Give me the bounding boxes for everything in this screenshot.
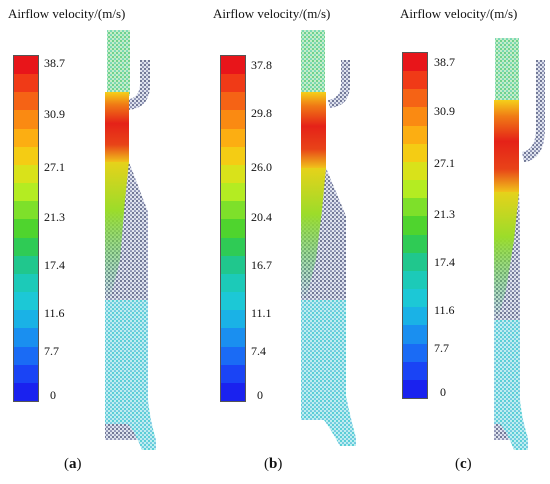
panel-c-caption: (c): [455, 456, 472, 472]
panel-b-tick: 37.8: [251, 58, 272, 72]
colorbar-segment: [221, 328, 245, 347]
panel-a-tick: 21.3: [44, 210, 65, 224]
panel-b-tick: 11.1: [251, 306, 272, 320]
colorbar-segment: [221, 346, 245, 365]
panel-c-tick: 21.3: [434, 207, 455, 221]
colorbar-segment: [403, 53, 427, 72]
colorbar-segment: [403, 270, 427, 290]
colorbar-segment: [221, 273, 245, 293]
colorbar-segment: [221, 110, 245, 129]
colorbar-segment: [403, 161, 427, 181]
colorbar-segment: [403, 234, 427, 253]
panel-b-caption: (b): [264, 456, 283, 472]
colorbar-segment: [221, 183, 245, 202]
colorbar-segment: [221, 219, 245, 238]
colorbar-segment: [403, 252, 427, 271]
colorbar-segment: [14, 146, 38, 165]
panel-a-colorbar: [13, 55, 39, 402]
colorbar-segment: [14, 382, 38, 401]
colorbar-segment: [221, 364, 245, 383]
panel-b-colorbar: [220, 55, 246, 402]
colorbar-segment: [14, 310, 38, 329]
panel-a-tick: 38.7: [44, 56, 65, 70]
panel-c-title: Airflow velocity/(m/s): [400, 6, 518, 21]
panel-a-tick: 17.4: [44, 258, 65, 272]
panel-c-tick: 11.6: [434, 303, 455, 317]
colorbar-segment: [403, 343, 427, 362]
colorbar-segment: [221, 237, 245, 256]
colorbar-segment: [221, 128, 245, 147]
panel-a-tick: 0: [50, 388, 56, 402]
panel-b-tick: 7.4: [251, 344, 266, 358]
colorbar-segment: [221, 92, 245, 111]
panel-b-flow: [301, 30, 356, 446]
panel-c-tick: 17.4: [434, 255, 455, 269]
panel-c-tick: 38.7: [434, 55, 455, 69]
panel-c-flow: [494, 38, 545, 450]
panel-c-colorbar: [402, 52, 428, 399]
colorbar-segment: [403, 125, 427, 144]
colorbar-segment: [403, 325, 427, 344]
colorbar-segment: [403, 107, 427, 126]
colorbar-segment: [14, 255, 38, 274]
panel-a: Airflow velocity/(m/s) 38.7 30.9 27.1 21…: [0, 0, 183, 484]
colorbar-segment: [14, 346, 38, 365]
colorbar-segment: [14, 128, 38, 147]
panel-b-tick: 0: [257, 388, 263, 402]
colorbar-segment: [403, 89, 427, 108]
colorbar-segment: [14, 74, 38, 93]
colorbar-segment: [403, 361, 427, 380]
colorbar-segment: [403, 143, 427, 162]
colorbar-segment: [221, 164, 245, 184]
colorbar-segment: [403, 180, 427, 199]
colorbar-segment: [403, 307, 427, 326]
colorbar-segment: [403, 71, 427, 90]
panel-a-title: Airflow velocity/(m/s): [8, 6, 126, 21]
colorbar-segment: [221, 146, 245, 165]
colorbar-segment: [14, 110, 38, 129]
panel-a-tick: 7.7: [44, 344, 59, 358]
panel-a-tick: 11.6: [44, 306, 65, 320]
colorbar-segment: [14, 364, 38, 383]
colorbar-segment: [14, 164, 38, 184]
panel-b-tick: 20.4: [251, 210, 272, 224]
panel-b-title: Airflow velocity/(m/s): [213, 6, 331, 21]
colorbar-segment: [14, 201, 38, 220]
panel-c-tick: 27.1: [434, 156, 455, 170]
panel-c-tick: 7.7: [434, 341, 449, 355]
panel-a-caption: (a): [64, 456, 82, 472]
colorbar-segment: [403, 216, 427, 235]
colorbar-segment: [14, 273, 38, 293]
panel-b-tick: 16.7: [251, 258, 272, 272]
colorbar-segment: [14, 219, 38, 238]
panel-c-tick: 0: [440, 385, 446, 399]
colorbar-segment: [403, 289, 427, 308]
panel-b-tick: 26.0: [251, 160, 272, 174]
colorbar-segment: [14, 92, 38, 111]
colorbar-segment: [14, 292, 38, 311]
colorbar-segment: [221, 74, 245, 93]
colorbar-segment: [221, 255, 245, 274]
panel-b-tick: 29.8: [251, 106, 272, 120]
colorbar-segment: [221, 310, 245, 329]
panel-a-flow: [105, 30, 156, 450]
colorbar-segment: [14, 183, 38, 202]
colorbar-segment: [221, 292, 245, 311]
colorbar-segment: [403, 379, 427, 398]
colorbar-segment: [14, 237, 38, 256]
colorbar-segment: [221, 201, 245, 220]
colorbar-segment: [403, 198, 427, 217]
panel-c-tick: 30.9: [434, 104, 455, 118]
colorbar-segment: [221, 56, 245, 75]
colorbar-segment: [14, 328, 38, 347]
colorbar-segment: [14, 56, 38, 75]
panel-c: Airflow velocity/(m/s) 38.7 30.9 27.1 21…: [366, 0, 549, 484]
colorbar-segment: [221, 382, 245, 401]
panel-a-tick: 27.1: [44, 160, 65, 174]
panel-a-tick: 30.9: [44, 107, 65, 121]
panel-b: Airflow velocity/(m/s) 37.8 29.8 26.0 20…: [183, 0, 366, 484]
